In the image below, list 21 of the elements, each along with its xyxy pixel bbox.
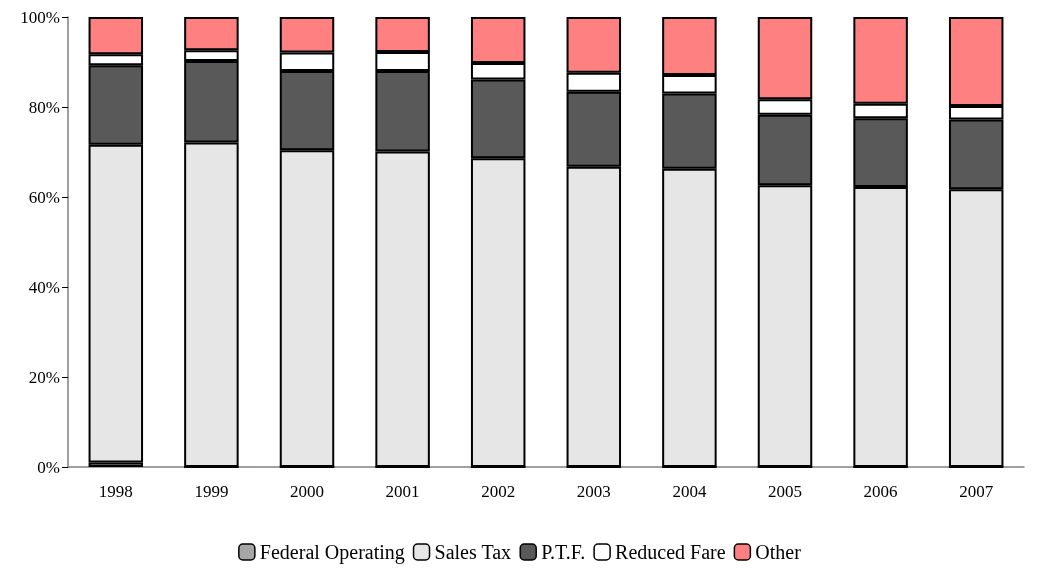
y-tick-label: 0%	[37, 457, 60, 477]
x-tick-label: 2003	[576, 482, 611, 501]
x-tick-label: 2001	[385, 482, 420, 501]
x-tick-label: 1999	[194, 482, 229, 501]
legend-label: P.T.F.	[541, 541, 586, 563]
x-tick-label: 2007	[959, 482, 994, 501]
legend-label: Reduced Fare	[615, 541, 726, 563]
x-tick-label: 1998	[98, 482, 133, 501]
x-tick-label: 2004	[672, 482, 707, 501]
legend-label: Other	[755, 541, 802, 563]
x-tick-label: 2000	[290, 482, 324, 501]
y-tick-label: 100%	[20, 7, 60, 27]
y-tick-label: 80%	[28, 97, 60, 117]
y-tick-label: 20%	[28, 367, 60, 387]
y-tick-label: 60%	[28, 187, 60, 207]
y-tick-label: 40%	[28, 277, 60, 297]
x-tick-label: 2005	[768, 482, 802, 501]
legend-label: Sales Tax	[434, 541, 512, 563]
x-tick-label: 2002	[481, 482, 516, 501]
legend-label: Federal Operating	[259, 541, 405, 564]
x-tick-label: 2006	[863, 482, 898, 501]
